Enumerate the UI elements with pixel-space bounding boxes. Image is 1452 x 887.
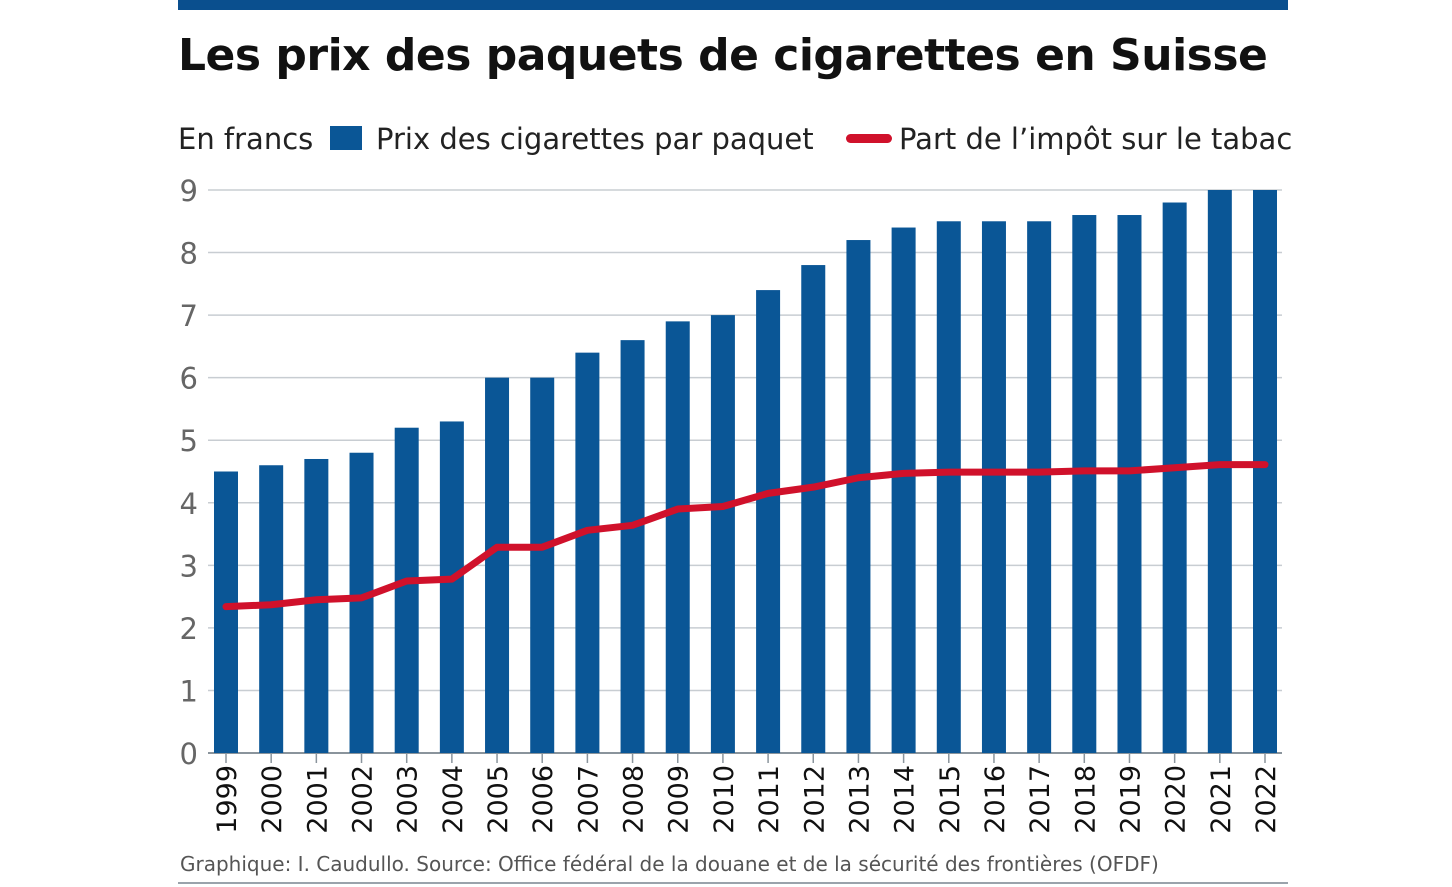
bar-2014 [891,227,916,754]
y-tick-label: 5 [180,424,198,458]
x-tick-label-2012: 2012 [799,765,830,834]
source-note: Graphique: I. Caudullo. Source: Office f… [180,852,1159,876]
bar-2021 [1207,190,1232,753]
y-tick-label: 3 [180,549,198,583]
bar-2007 [575,352,600,753]
top-accent-bar [178,0,1288,10]
bar-2010 [710,315,735,753]
bar-2000 [259,465,284,753]
bar-2020 [1162,202,1187,753]
y-tick-label: 7 [180,299,198,333]
bar-2018 [1072,215,1097,753]
x-tick-label-2004: 2004 [438,765,469,834]
bar-2001 [304,458,329,753]
y-tick-label: 4 [180,487,198,521]
legend-bar-swatch [330,126,362,150]
x-tick-label-2015: 2015 [935,765,966,834]
chart-title: Les prix des paquets de cigarettes en Su… [178,30,1268,81]
bar-2005 [485,377,510,753]
x-tick-label-2014: 2014 [890,765,921,834]
y-tick-label: 0 [180,737,198,771]
x-tick-label-2008: 2008 [619,765,650,834]
bar-2019 [1117,215,1142,753]
x-tick-label-1999: 1999 [212,765,243,834]
x-tick-label-2011: 2011 [754,765,785,834]
x-tick-label-2018: 2018 [1070,765,1101,834]
x-tick-label-2020: 2020 [1161,765,1192,834]
legend-line-label: Part de l’impôt sur le tabac [899,122,1293,156]
x-tick-label-2019: 2019 [1115,765,1146,834]
x-tick-label-2009: 2009 [664,765,695,834]
bar-2004 [439,421,464,753]
x-tick-label-2017: 2017 [1025,765,1056,834]
x-tick-label-2000: 2000 [257,765,288,834]
bar-2017 [1027,221,1052,753]
y-tick-label: 1 [180,674,198,708]
y-tick-label: 9 [180,174,198,208]
bar-2011 [756,290,781,753]
y-axis-ticks: 0 1 2 3 4 5 6 7 8 9 [180,174,198,771]
bar-2003 [394,427,419,753]
bar-2016 [981,221,1006,753]
unit-label: En francs [178,122,314,156]
y-tick-label: 8 [180,237,198,271]
x-tick-label-2010: 2010 [709,765,740,834]
bar-1999 [214,471,238,753]
footer-divider [178,882,1288,884]
bar-series [214,190,1277,754]
bar-2006 [530,377,555,753]
legend-bars-label: Prix des cigarettes par paquet [376,122,814,156]
x-tick-label-2007: 2007 [573,765,604,834]
x-tick-label-2006: 2006 [528,765,559,834]
bar-2002 [349,452,374,753]
bar-2009 [665,321,690,753]
bar-2008 [620,340,645,753]
x-axis-ticks: 1999 2000 2001 2002 2003 2004 2005 2006 2007 2008… [212,753,1282,834]
line-series [222,461,1269,611]
bar-2015 [936,221,961,753]
x-tick-label-2003: 2003 [393,765,424,834]
x-tick-label-2016: 2016 [980,765,1011,834]
x-tick-label-2022: 2022 [1251,765,1282,834]
x-tick-label-2005: 2005 [483,765,514,834]
tax-share-line [222,461,1269,611]
x-tick-label-2021: 2021 [1206,765,1237,834]
y-tick-label: 6 [180,362,198,396]
x-tick-label-2001: 2001 [302,765,333,834]
x-tick-label-2002: 2002 [348,765,379,834]
legend-line-swatch [846,134,892,143]
bar-2013 [846,240,871,754]
bar-2012 [801,265,826,753]
x-tick-label-2013: 2013 [844,765,875,834]
y-tick-label: 2 [180,612,198,646]
bar-2022 [1253,190,1277,753]
